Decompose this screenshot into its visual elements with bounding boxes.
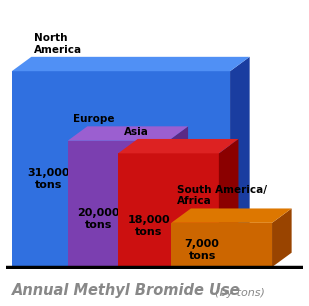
Polygon shape (68, 141, 168, 267)
Text: 31,000
tons: 31,000 tons (27, 168, 70, 190)
Text: North
America: North America (34, 33, 82, 54)
Polygon shape (12, 57, 250, 71)
Text: Europe: Europe (73, 114, 115, 124)
Polygon shape (168, 126, 188, 267)
Text: 20,000
tons: 20,000 tons (77, 208, 120, 230)
Polygon shape (219, 139, 239, 267)
Polygon shape (12, 71, 230, 267)
Text: Annual Methyl Bromide Use: Annual Methyl Bromide Use (12, 283, 241, 298)
Polygon shape (68, 126, 188, 141)
Polygon shape (118, 139, 239, 153)
Polygon shape (171, 223, 272, 267)
Text: South America/
Africa: South America/ Africa (177, 185, 267, 206)
Text: Asia: Asia (124, 127, 149, 137)
Text: (by tons): (by tons) (215, 288, 265, 298)
Polygon shape (118, 153, 219, 267)
Polygon shape (171, 208, 292, 223)
Polygon shape (272, 208, 292, 267)
Polygon shape (230, 57, 250, 267)
Text: 18,000
tons: 18,000 tons (128, 215, 170, 237)
Text: 7,000
tons: 7,000 tons (185, 240, 219, 261)
